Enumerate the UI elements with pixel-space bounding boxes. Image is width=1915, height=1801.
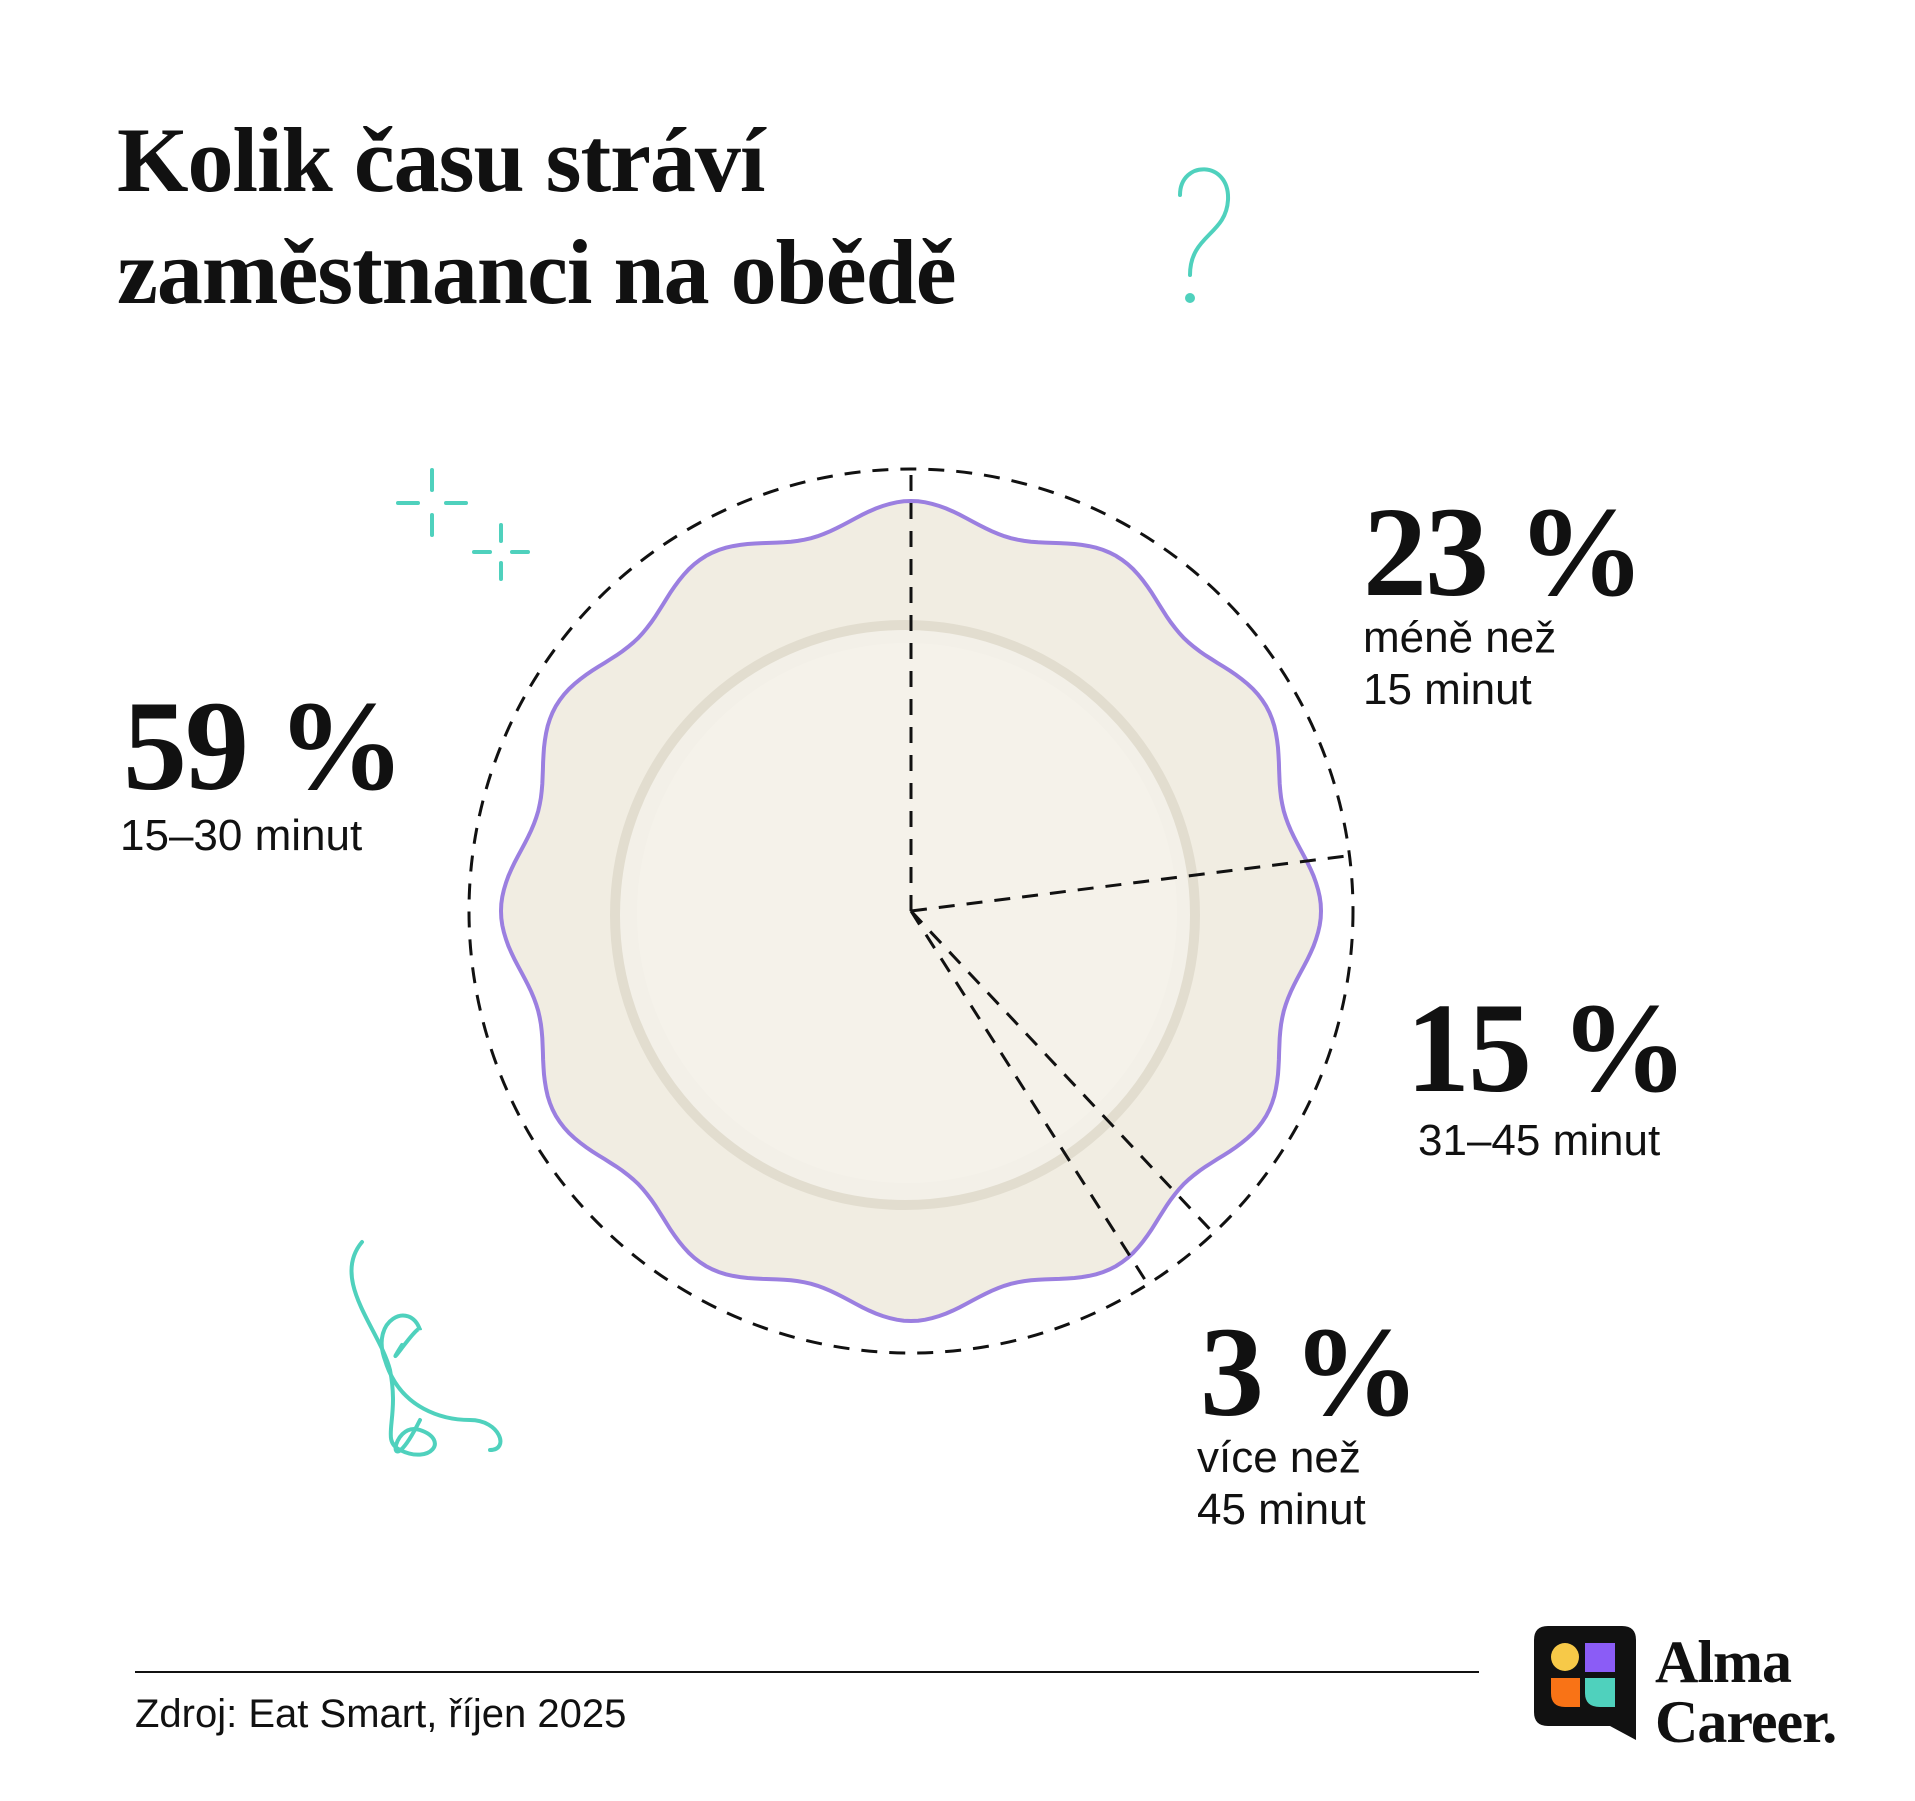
decoration — [349, 167, 1231, 1457]
category-label: méně než 15 minut — [1363, 613, 1557, 714]
brand: Alma Career. — [1655, 1629, 1837, 1755]
slice-divider — [910, 854, 1350, 913]
slice-divider — [909, 909, 1215, 1235]
pie-slice — [911, 469, 1350, 911]
category-label: 31–45 minut — [1418, 1116, 1661, 1165]
value-label: 23 % — [1363, 481, 1645, 623]
logo-icon — [1534, 1626, 1636, 1740]
chart-title: Kolik času stráví zaměstnanci na obědě — [117, 109, 957, 323]
category-label: 15–30 minut — [120, 811, 363, 860]
plate-center — [637, 643, 1177, 1183]
category-label: více než 45 minut — [1197, 1433, 1366, 1534]
source: Zdroj: Eat Smart, říjen 2025 — [135, 1692, 627, 1736]
dashed-ring — [467, 467, 1355, 1355]
value-label: 15 % — [1406, 977, 1688, 1119]
value-label: 59 % — [123, 675, 405, 817]
slice-divider — [909, 910, 1150, 1285]
value-label: 3 % — [1200, 1301, 1420, 1443]
